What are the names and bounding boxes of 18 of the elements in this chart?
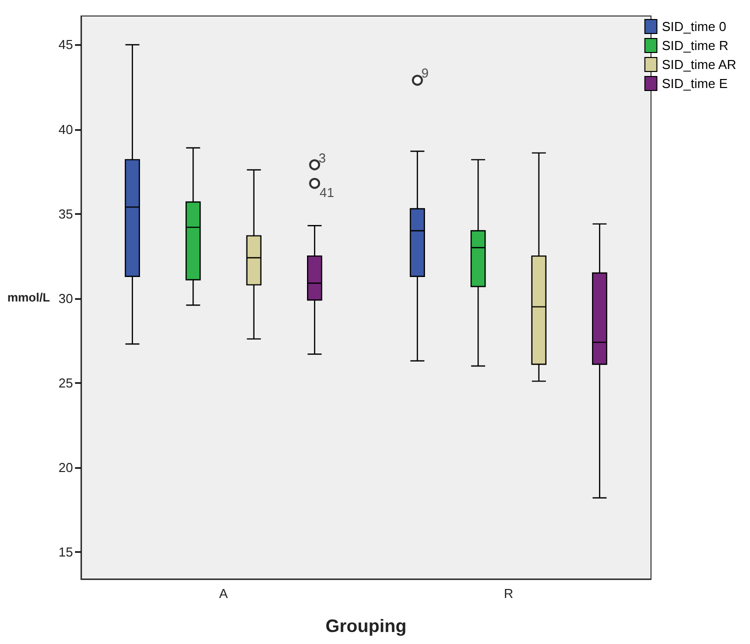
y-tick-label: 45 xyxy=(58,37,73,52)
x-axis-title: Grouping xyxy=(326,616,406,636)
y-tick-label: 25 xyxy=(58,375,73,390)
y-tick-label: 35 xyxy=(58,206,73,222)
y-tick-label: 40 xyxy=(58,122,73,137)
annotation: 9 xyxy=(421,66,429,81)
annotation: 3 xyxy=(318,150,326,166)
x-tick-label: R xyxy=(504,586,514,601)
y-axis-title: mmol/L xyxy=(7,290,50,304)
x-tick-label: A xyxy=(219,586,228,601)
legend-label: SID_time E xyxy=(662,76,728,91)
y-tick-label: 15 xyxy=(58,544,73,560)
y-tick-label: 20 xyxy=(58,460,73,475)
legend-label: SID_time R xyxy=(662,38,728,53)
legend-label: SID_time 0 xyxy=(662,19,726,34)
legend-label: SID_time AR xyxy=(662,57,736,72)
annotation: 41 xyxy=(320,184,334,200)
y-tick-label: 30 xyxy=(58,290,73,306)
